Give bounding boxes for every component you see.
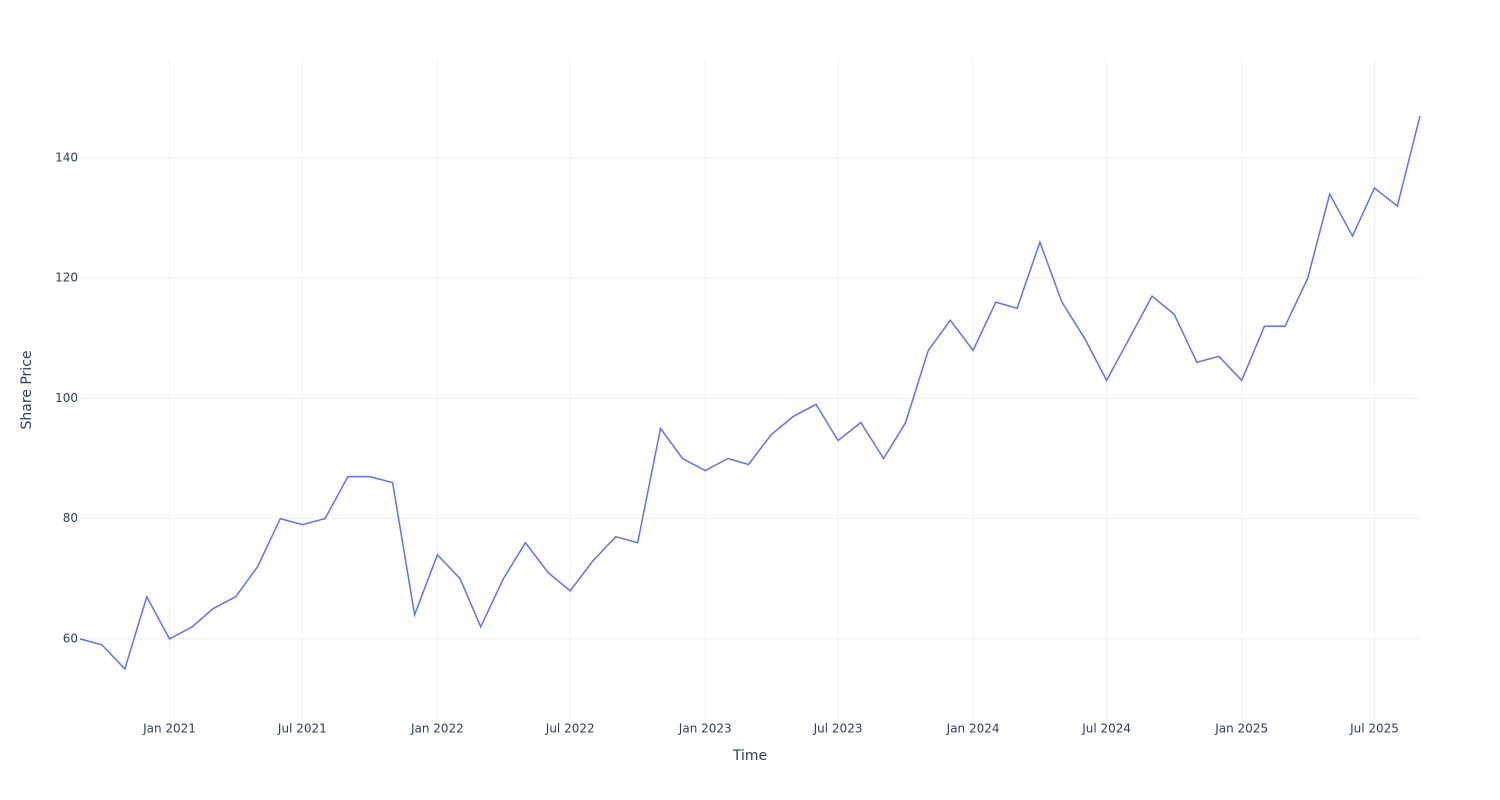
y-tick-label: 140 [55, 150, 78, 164]
x-tick-label: Jan 2024 [946, 722, 1000, 736]
x-tick-label: Jan 2023 [678, 722, 732, 736]
y-tick-label: 80 [63, 511, 78, 525]
x-tick-label: Jan 2022 [410, 722, 464, 736]
y-tick-label: 100 [55, 391, 78, 405]
x-tick-label: Jul 2025 [1349, 722, 1399, 736]
plot [79, 115, 1421, 671]
x-tick-label: Jul 2023 [813, 722, 863, 736]
x-axis-title: Time [732, 748, 767, 764]
x-tick-label: Jul 2024 [1081, 722, 1131, 736]
price-line [79, 115, 1421, 671]
y-tick-label: 60 [63, 631, 78, 645]
x-tick-label: Jul 2022 [545, 722, 595, 736]
x-tick-label: Jul 2021 [277, 722, 327, 736]
x-tick-label: Jan 2025 [1214, 722, 1268, 736]
y-tick-label: 120 [55, 271, 78, 285]
x-tick-label: Jan 2021 [142, 722, 196, 736]
y-axis-title: Share Price [19, 350, 35, 429]
grid [80, 60, 1420, 720]
